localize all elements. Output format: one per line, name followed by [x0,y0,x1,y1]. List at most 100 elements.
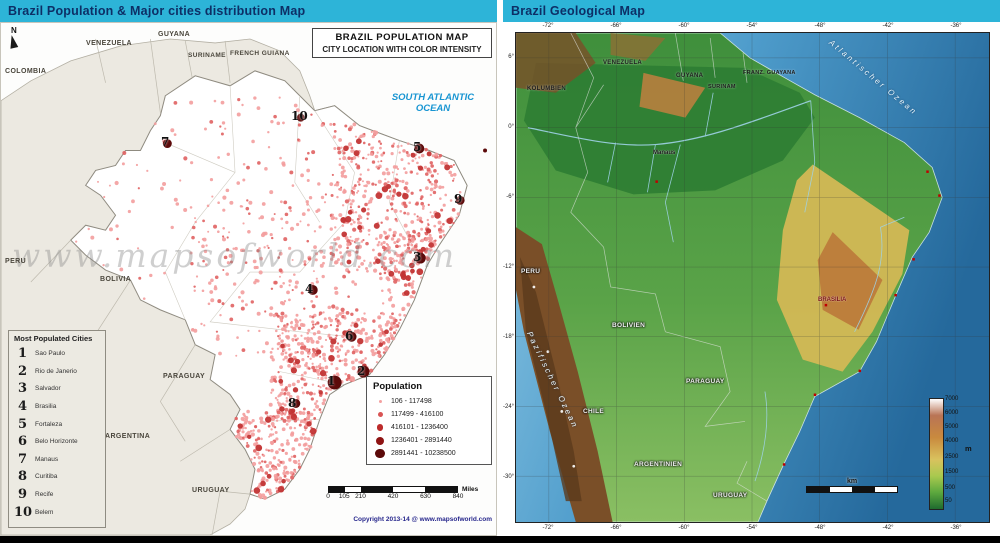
grid-lon-label: -42° [882,525,894,531]
label-surinam: SURINAM [708,84,736,90]
scale-bar-segments [328,486,458,493]
marker-salvador: 3 [413,250,422,264]
label-uruguay-de: URUGUAY [713,492,748,499]
map-title-line2: CITY LOCATION WITH COLOR INTENSITY [322,45,482,54]
label-venezuela-de: VENEZUELA [603,60,643,66]
label-suriname: SURINAME [188,52,226,59]
grid-lat-label: -12° [503,264,515,270]
list-item: 8 Curitiba [17,469,58,485]
north-label: N [11,26,17,35]
grid-lat-label: -30° [503,474,515,480]
dot-icon [373,424,387,431]
km-scale-bar: km [806,478,898,493]
legend-row: 106 - 117498 [373,395,485,408]
marker-sao-paulo: 1 [327,374,336,388]
dot-icon [373,448,387,459]
label-bolivien: BOLIVIEN [612,322,646,329]
list-item: 3 Salvador [17,381,61,397]
legend-row: 2891441 - 10238500 [373,447,485,460]
label-peru-de: PERU [521,268,541,275]
label-franz-guayana: FRANZ. GUAYANA [743,70,796,76]
label-paraguay: PARAGUAY [163,373,206,380]
graticule [516,33,989,522]
label-uruguay: URUGUAY [192,487,230,494]
marker-recife: 9 [454,192,463,206]
population-legend-title: Population [373,381,423,392]
list-item: 5 Fortaleza [17,416,63,432]
list-item: 1 Sao Paulo [17,346,65,362]
scale-ticks: 0 105 210 420 630 840 [326,493,464,500]
grid-lon-label: -72° [542,525,554,531]
grid-lat-label: 0° [508,124,514,130]
copyright: Copyright 2013-14 @ www.mapsofworld.com [353,516,492,523]
list-item: 6 Belo Horizonte [17,434,78,450]
map-title-box: BRAZIL POPULATION MAP CITY LOCATION WITH… [312,28,492,58]
rivers [527,92,905,482]
guiana-highlands [639,72,706,118]
city-dots [655,170,941,466]
km-scale-unit: km [846,478,858,485]
country-borders [570,33,768,502]
list-item: 9 Recife [17,487,54,503]
grid-lon-label: -48° [814,23,826,29]
right-title-bar: Brazil Geological Map [503,0,1000,22]
cities-legend: Most Populated Cities 1 Sao Paulo 2 Rio de… [8,330,106,528]
marker-curitiba: 8 [288,396,297,410]
km-scale-segments [806,486,898,493]
elevation-colorbar [929,398,944,510]
bottom-border [0,536,1000,543]
marker-rio: 2 [357,364,366,378]
ocean-label: SOUTH ATLANTIC OCEAN [391,92,475,114]
legend-row: 117499 - 416100 [373,408,485,421]
label-guyana: GUYANA [158,31,191,38]
andes-snow [532,285,576,468]
grid-lon-label: -42° [882,23,894,29]
grid-lat-label: -6° [506,194,514,200]
grid-lon-label: -54° [746,23,758,29]
population-legend: Population 106 - 117498 117499 - 416100 … [366,376,492,465]
left-title: Brazil Population & Major cities distrib… [8,4,306,18]
geological-map-canvas [516,33,989,522]
grid-lon-label: -66° [610,23,622,29]
scale-bar: 0 105 210 420 630 840 Miles [326,486,478,502]
venezuela-coast-range [610,33,666,61]
dot-icon [373,400,387,403]
andes-high [519,257,582,502]
label-guyana-de: GUYANA [676,73,704,79]
grid-lon-label: -36° [950,23,962,29]
grid-lon-label: -54° [746,525,758,531]
dot-icon [373,436,387,445]
grid-lon-label: -72° [542,23,554,29]
list-item: 10 Belem [14,504,54,520]
grid-lon-label: -60° [678,525,690,531]
highlands-core [817,232,883,330]
scale-unit: Miles [462,486,479,493]
label-french-guiana: FRENCH GUIANA [230,50,290,57]
grid-lon-label: -60° [678,23,690,29]
label-venezuela: VENEZUELA [86,40,132,47]
grid-lon-label: -36° [950,525,962,531]
map-title-line1: BRAZIL POPULATION MAP [335,32,469,43]
elevation-unit: m [965,444,972,453]
legend-row: 416101 - 1236400 [373,421,485,434]
grid-lat-label: -18° [503,334,515,340]
label-brasilia: BRASILIA [818,297,847,303]
label-argentinien: ARGENTINIEN [634,461,683,468]
label-kolumbien: KOLUMBIEN [527,86,567,92]
grid-lat-label: -24° [503,404,515,410]
marker-fortaleza: 5 [413,140,422,154]
elevation-labels: 7000 6000 5000 4000 2500 1500 500 50 [945,396,959,504]
geological-map [515,32,990,523]
andes [516,227,613,522]
right-title: Brazil Geological Map [511,4,646,18]
left-title-bar: Brazil Population & Major cities distrib… [0,0,497,22]
label-colombia: COLOMBIA [5,68,47,75]
list-item: 7 Manaus [17,451,59,467]
grid-lon-label: -48° [814,525,826,531]
geological-map-panel: Brazil Geological Map [503,0,1000,536]
city-density-dots [75,96,488,500]
marker-brasilia: 4 [305,282,314,296]
label-paraguay-de: PARAGUAY [686,378,725,385]
label-argentina: ARGENTINA [105,433,151,440]
grid-lat-label: 6° [508,54,514,60]
